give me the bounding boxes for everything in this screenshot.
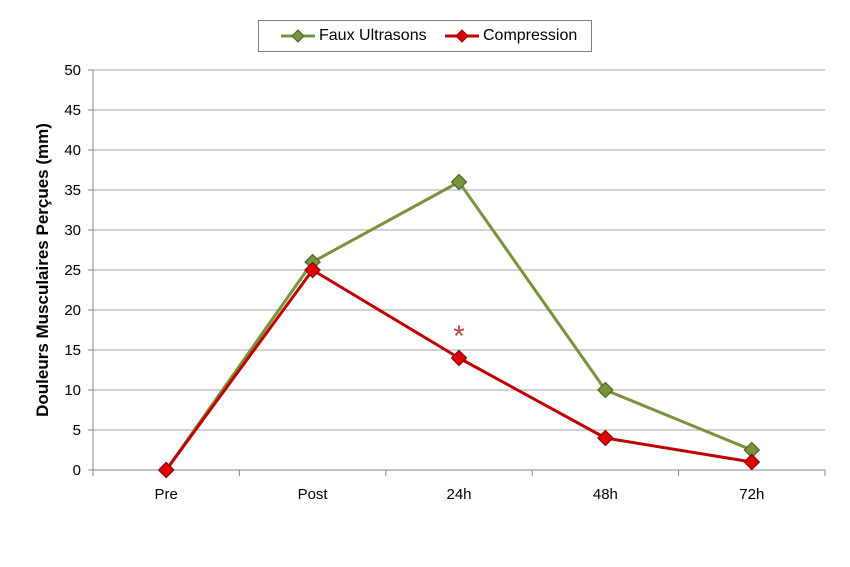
y-tick-label-10: 10	[64, 382, 81, 399]
legend-item-compression: Compression	[445, 21, 577, 51]
gridlines	[93, 69, 825, 431]
x-tick-label-24h: 24h	[446, 486, 471, 503]
legend-marker-faux-ultrasons	[281, 29, 315, 43]
x-tick-label-72h: 72h	[739, 486, 764, 503]
legend-label-faux-ultrasons: Faux Ultrasons	[319, 27, 427, 44]
point-compression-48h	[597, 429, 614, 447]
point-faux-ultrasons-48h	[597, 381, 614, 399]
series-layer	[157, 173, 761, 479]
y-tick-label-20: 20	[64, 302, 81, 319]
legend-item-faux-ultrasons: Faux Ultrasons	[281, 21, 427, 51]
series-line-compression	[164, 268, 753, 471]
x-tick-label-48h: 48h	[593, 486, 618, 503]
y-tick-label-35: 35	[64, 182, 81, 199]
legend-marker-compression	[445, 29, 479, 43]
point-faux-ultrasons-24h	[450, 173, 468, 191]
x-tick-labels: Pre Post 24h 48h 72h	[155, 486, 765, 503]
legend: Faux Ultrasons Compression	[258, 20, 592, 52]
y-tick-label-0: 0	[73, 462, 81, 479]
y-tick-label-15: 15	[64, 342, 81, 359]
annotation-layer: *	[453, 320, 465, 353]
significance-asterisk: *	[453, 320, 465, 353]
y-tick-label-40: 40	[64, 142, 81, 159]
x-tick-label-Pre: Pre	[155, 486, 178, 503]
point-compression-24h	[450, 349, 468, 367]
y-tick-labels: 0 5 10 15 20 25 30 35 40 45 50	[64, 62, 81, 479]
y-tick-label-25: 25	[64, 262, 81, 279]
x-tick-label-Post: Post	[298, 486, 329, 503]
y-tick-label-5: 5	[73, 422, 81, 439]
y-tick-label-45: 45	[64, 102, 81, 119]
point-compression-Pre	[157, 461, 175, 479]
legend-label-compression: Compression	[483, 27, 578, 44]
axes	[88, 69, 826, 476]
point-compression-Post	[304, 261, 321, 279]
y-axis-label: Douleurs Musculaires Perçues (mm)	[33, 123, 52, 417]
y-tick-label-50: 50	[64, 62, 81, 79]
y-tick-label-30: 30	[64, 222, 81, 239]
point-compression-72h	[743, 453, 761, 471]
